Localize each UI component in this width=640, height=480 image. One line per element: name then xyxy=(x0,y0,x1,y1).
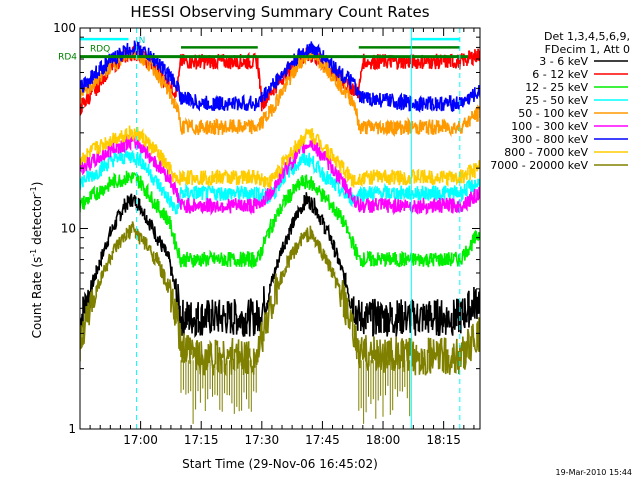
x-tick-label-1: 17:15 xyxy=(184,433,219,447)
legend-label-6: 300 - 800 keV xyxy=(511,133,588,146)
y-tick-label-0: 1 xyxy=(68,422,76,436)
legend-item-5: 100 - 300 keV xyxy=(511,120,628,133)
x-tick-label-5: 18:15 xyxy=(426,433,461,447)
y-tick-label-2: 100 xyxy=(53,21,76,35)
series-line-6 xyxy=(80,40,480,113)
x-tick-label-0: 17:00 xyxy=(123,433,158,447)
legend-label-5: 100 - 300 keV xyxy=(511,120,588,133)
legend-label-7: 800 - 7000 keV xyxy=(504,146,588,159)
x-tick-label-3: 17:45 xyxy=(305,433,340,447)
legend-label-2: 12 - 25 keV xyxy=(525,81,588,94)
y-tick-label-1: 10 xyxy=(61,222,76,236)
legend-label-3: 25 - 50 keV xyxy=(525,94,588,107)
plot-area: RDQ RD4 N 17:00 17:15 17:30 17:45 18:00 18:15 1 10… xyxy=(53,21,481,447)
legend-item-1: 6 - 12 keV xyxy=(532,68,628,81)
series-line-5 xyxy=(80,133,480,216)
legend-header-line-2: FDecim 1, Att 0 xyxy=(545,43,630,56)
series-line-7 xyxy=(80,125,480,190)
legend-item-3: 25 - 50 keV xyxy=(525,94,628,107)
legend-label-8: 7000 - 20000 keV xyxy=(490,159,588,172)
legend: Det 1,3,4,5,6,9, FDecim 1, Att 0 3 - 6 k… xyxy=(490,30,630,172)
series-line-3 xyxy=(80,148,480,215)
x-tick-label-4: 18:00 xyxy=(366,433,401,447)
legend-item-8: 7000 - 20000 keV xyxy=(490,159,628,172)
legend-label-0: 3 - 6 keV xyxy=(539,55,588,68)
x-axis-label: Start Time (29-Nov-06 16:45:02) xyxy=(182,457,378,471)
data-layer xyxy=(80,28,480,429)
legend-item-2: 12 - 25 keV xyxy=(525,81,628,94)
series-line-8 xyxy=(80,221,480,377)
legend-item-6: 300 - 800 keV xyxy=(511,133,628,146)
flag-label-n: N xyxy=(139,36,146,46)
legend-item-4: 50 - 100 keV xyxy=(518,107,628,120)
series-dropouts-8 xyxy=(180,360,411,424)
flag-label-rd4: RD4 xyxy=(58,53,77,63)
legend-item-0: 3 - 6 keV xyxy=(539,55,628,68)
y-axis-label: Count Rate (s-1 detector-1) xyxy=(29,182,44,339)
flag-label-rdq: RDQ xyxy=(90,44,110,54)
legend-label-4: 50 - 100 keV xyxy=(518,107,588,120)
x-tick-label-2: 17:30 xyxy=(245,433,280,447)
series-line-4 xyxy=(80,47,480,138)
legend-header-line-1: Det 1,3,4,5,6,9, xyxy=(544,30,630,43)
chart-title: HESSI Observing Summary Count Rates xyxy=(130,3,429,21)
legend-label-1: 6 - 12 keV xyxy=(532,68,588,81)
series-line-2 xyxy=(80,170,480,270)
series-line-0 xyxy=(80,192,480,338)
footer-date: 19-Mar-2010 15:44 xyxy=(556,468,633,477)
legend-item-7: 800 - 7000 keV xyxy=(504,146,628,159)
